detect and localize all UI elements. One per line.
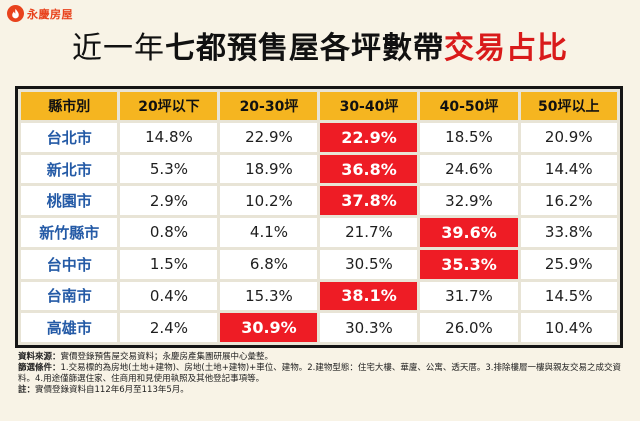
value-cell: 2.9%	[120, 186, 218, 216]
value-cell: 10.2%	[220, 186, 318, 216]
note-source: 資料來源：實價登錄預售屋交易資料；永慶房產集團研展中心彙整。	[18, 352, 274, 362]
value-cell: 2.4%	[120, 313, 218, 342]
brand-logo: 永慶房屋	[7, 5, 73, 22]
value-cell: 14.4%	[520, 154, 617, 184]
value-cell: 32.9%	[420, 186, 518, 216]
row-city: 新北市	[21, 154, 118, 184]
note-period: 註：實價登錄資料自112年6月至113年5月。	[18, 385, 189, 395]
share-table: 縣市別 20坪以下 20-30坪 30-40坪 40-50坪 50坪以上 台北市…	[18, 89, 620, 345]
value-cell: 10.4%	[520, 313, 617, 342]
value-cell: 14.5%	[520, 281, 617, 311]
header-40-50: 40-50坪	[420, 92, 518, 120]
value-cell: 18.5%	[420, 123, 518, 152]
row-city: 桃園市	[21, 186, 118, 216]
flame-logo-icon	[7, 5, 24, 22]
highlight-cell: 35.3%	[420, 249, 518, 279]
value-cell: 24.6%	[420, 154, 518, 184]
highlight-cell: 38.1%	[320, 281, 418, 311]
value-cell: 21.7%	[320, 218, 418, 247]
value-cell: 22.9%	[220, 123, 318, 152]
footnotes: 資料來源：實價登錄預售屋交易資料；永慶房產集團研展中心彙整。 篩選條件：1.交易…	[18, 352, 624, 396]
value-cell: 1.5%	[120, 249, 218, 279]
table-row: 高雄市 2.4% 30.9% 30.3% 26.0% 10.4%	[21, 313, 617, 342]
highlight-cell: 30.9%	[220, 313, 318, 342]
title-part-2: 七都預售屋各坪數帶	[165, 31, 444, 66]
row-city: 台北市	[21, 123, 118, 152]
value-cell: 4.1%	[220, 218, 318, 247]
value-cell: 5.3%	[120, 154, 218, 184]
value-cell: 20.9%	[520, 123, 617, 152]
value-cell: 0.8%	[120, 218, 218, 247]
value-cell: 15.3%	[220, 281, 318, 311]
brand-name: 永慶房屋	[27, 7, 73, 21]
share-table-frame: 縣市別 20坪以下 20-30坪 30-40坪 40-50坪 50坪以上 台北市…	[15, 86, 623, 348]
row-city: 高雄市	[21, 313, 118, 342]
row-city: 台中市	[21, 249, 118, 279]
table-row: 台北市 14.8% 22.9% 22.9% 18.5% 20.9%	[21, 123, 617, 152]
table-body: 台北市 14.8% 22.9% 22.9% 18.5% 20.9% 新北市 5.3% 18.9%…	[21, 123, 617, 342]
title-part-3: 交易占比	[444, 31, 568, 66]
row-city: 新竹縣市	[21, 218, 118, 247]
highlight-cell: 36.8%	[320, 154, 418, 184]
header-city: 縣市別	[21, 92, 118, 120]
table-row: 新北市 5.3% 18.9% 36.8% 24.6% 14.4%	[21, 154, 617, 184]
value-cell: 26.0%	[420, 313, 518, 342]
table-header-row: 縣市別 20坪以下 20-30坪 30-40坪 40-50坪 50坪以上	[21, 92, 617, 120]
header-30-40: 30-40坪	[320, 92, 418, 120]
value-cell: 30.5%	[320, 249, 418, 279]
table-row: 新竹縣市 0.8% 4.1% 21.7% 39.6% 33.8%	[21, 218, 617, 247]
value-cell: 14.8%	[120, 123, 218, 152]
header-under-20: 20坪以下	[120, 92, 218, 120]
highlight-cell: 37.8%	[320, 186, 418, 216]
title-part-1: 近一年	[72, 31, 165, 66]
value-cell: 0.4%	[120, 281, 218, 311]
value-cell: 31.7%	[420, 281, 518, 311]
table-row: 桃園市 2.9% 10.2% 37.8% 32.9% 16.2%	[21, 186, 617, 216]
table-row: 台中市 1.5% 6.8% 30.5% 35.3% 25.9%	[21, 249, 617, 279]
value-cell: 33.8%	[520, 218, 617, 247]
highlight-cell: 22.9%	[320, 123, 418, 152]
note-filter: 篩選條件：1.交易標的為房地(土地+建物)、房地(土地+建物)+車位、建物。2.…	[18, 363, 621, 384]
row-city: 台南市	[21, 281, 118, 311]
highlight-cell: 39.6%	[420, 218, 518, 247]
page-title: 近一年七都預售屋各坪數帶交易占比	[0, 30, 640, 68]
value-cell: 25.9%	[520, 249, 617, 279]
value-cell: 16.2%	[520, 186, 617, 216]
header-20-30: 20-30坪	[220, 92, 318, 120]
value-cell: 6.8%	[220, 249, 318, 279]
header-over-50: 50坪以上	[520, 92, 617, 120]
value-cell: 18.9%	[220, 154, 318, 184]
value-cell: 30.3%	[320, 313, 418, 342]
table-row: 台南市 0.4% 15.3% 38.1% 31.7% 14.5%	[21, 281, 617, 311]
